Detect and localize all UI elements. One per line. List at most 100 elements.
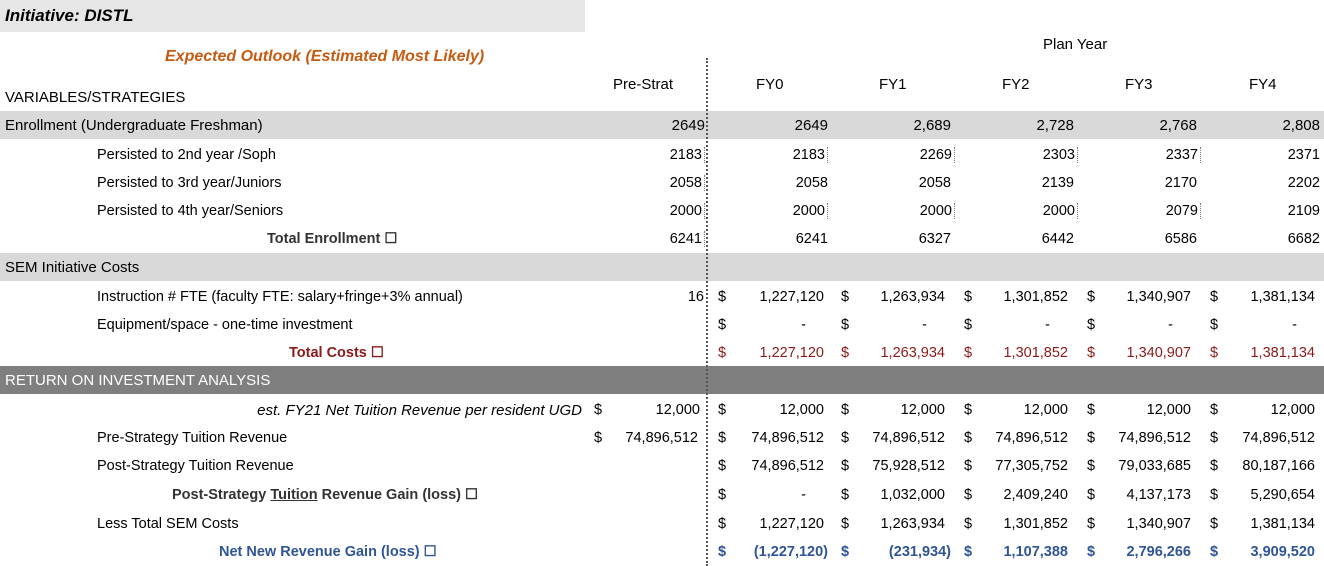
cell: - xyxy=(1045,317,1050,333)
cell: 74,896,512 xyxy=(751,430,824,446)
cell: (1,227,120) xyxy=(753,544,828,560)
currency-symbol: $ xyxy=(1210,458,1219,474)
currency-symbol: $ xyxy=(1210,516,1219,532)
cell: 6682 xyxy=(1287,231,1320,247)
less-costs-row: Less Total SEM Costs $ 1,227,120 $ 1,263… xyxy=(0,510,1324,538)
cell: - xyxy=(801,317,806,333)
currency-symbol: $ xyxy=(841,458,850,474)
cell: 1,340,907 xyxy=(1126,289,1191,305)
currency-symbol: $ xyxy=(1087,345,1096,361)
roi-header-row: RETURN ON INVESTMENT ANALYSIS xyxy=(0,366,1324,394)
tuition-rate-label: est. FY21 Net Tuition Revenue per reside… xyxy=(257,402,582,419)
cell: 2170 xyxy=(1164,175,1197,191)
cell: 1,263,934 xyxy=(880,345,945,361)
cell: 2000 xyxy=(1043,203,1078,219)
cell: 2,728 xyxy=(1036,117,1074,134)
persist3-label: Persisted to 3rd year/Juniors xyxy=(97,175,282,191)
currency-symbol: $ xyxy=(964,345,973,361)
cell: 2337 xyxy=(1166,147,1201,163)
currency-symbol: $ xyxy=(964,487,973,503)
pre-strategy-row: Pre-Strategy Tuition Revenue $ 74,896,51… xyxy=(0,424,1324,452)
currency-symbol: $ xyxy=(1210,402,1219,418)
net-gain-label: Net New Revenue Gain (loss) ☐ xyxy=(219,544,437,560)
cell: 74,896,512 xyxy=(872,430,945,446)
cell: 1,301,852 xyxy=(1003,516,1068,532)
equipment-row: Equipment/space - one-time investment $ … xyxy=(0,311,1324,339)
col-header-prestrat: Pre-Strat xyxy=(613,76,674,93)
currency-symbol: $ xyxy=(1210,430,1219,446)
instruction-row: Instruction # FTE (faculty FTE: salary+f… xyxy=(0,283,1324,311)
cell: 2183 xyxy=(670,147,705,163)
currency-symbol: $ xyxy=(718,289,727,305)
currency-symbol: $ xyxy=(718,402,727,418)
enrollment-row: Enrollment (Undergraduate Freshman) 2649… xyxy=(0,111,1324,139)
currency-symbol: $ xyxy=(1210,317,1219,333)
cell: 2,768 xyxy=(1159,117,1197,134)
col-header-fy3: FY3 xyxy=(1125,76,1153,93)
cell: 6241 xyxy=(670,231,705,247)
currency-symbol: $ xyxy=(1087,487,1096,503)
cell: 1,301,852 xyxy=(1003,289,1068,305)
cell: 16 xyxy=(687,289,704,305)
costs-header-row: SEM Initiative Costs xyxy=(0,253,1324,281)
cell: 2,796,266 xyxy=(1126,544,1191,560)
less-costs-label: Less Total SEM Costs xyxy=(97,516,239,532)
cell: 1,301,852 xyxy=(1003,345,1068,361)
net-gain-row: Net New Revenue Gain (loss) ☐ $ (1,227,1… xyxy=(0,538,1324,566)
currency-symbol: $ xyxy=(718,544,727,560)
persist4-label: Persisted to 4th year/Seniors xyxy=(97,203,284,219)
gain-label: Post-Strategy Tuition Revenue Gain (loss… xyxy=(172,487,479,503)
cell: 5,290,654 xyxy=(1250,487,1315,503)
cell: 12,000 xyxy=(779,402,824,418)
total-enrollment-label: Total Enrollment ☐ xyxy=(267,231,398,247)
currency-symbol: $ xyxy=(1210,289,1219,305)
cell: 75,928,512 xyxy=(872,458,945,474)
cell: 77,305,752 xyxy=(995,458,1068,474)
currency-symbol: $ xyxy=(594,430,603,446)
currency-symbol: $ xyxy=(1087,458,1096,474)
cell: (231,934) xyxy=(888,544,951,560)
total-costs-label: Total Costs ☐ xyxy=(289,345,384,361)
post-strategy-label: Post-Strategy Tuition Revenue xyxy=(97,458,294,474)
currency-symbol: $ xyxy=(964,430,973,446)
cell: 2202 xyxy=(1287,175,1320,191)
gain-row: Post-Strategy Tuition Revenue Gain (loss… xyxy=(0,481,1324,509)
currency-symbol: $ xyxy=(718,516,727,532)
currency-symbol: $ xyxy=(1087,317,1096,333)
currency-symbol: $ xyxy=(964,544,973,560)
cell: 1,340,907 xyxy=(1126,345,1191,361)
cell: 74,896,512 xyxy=(1118,430,1191,446)
cell: 2269 xyxy=(920,147,955,163)
equipment-label: Equipment/space - one-time investment xyxy=(97,317,353,333)
cell: 6442 xyxy=(1041,231,1074,247)
currency-symbol: $ xyxy=(594,402,603,418)
cell: 2,808 xyxy=(1282,117,1320,134)
plan-year-header: Plan Year xyxy=(1043,36,1108,53)
column-separator xyxy=(706,58,708,566)
currency-symbol: $ xyxy=(1087,430,1096,446)
currency-symbol: $ xyxy=(841,317,850,333)
currency-symbol: $ xyxy=(718,487,727,503)
cell: - xyxy=(1292,317,1297,333)
currency-symbol: $ xyxy=(841,487,850,503)
cell: 1,227,120 xyxy=(759,516,824,532)
enrollment-band xyxy=(0,111,1324,139)
cell: 2303 xyxy=(1043,147,1078,163)
cell: 2000 xyxy=(793,203,828,219)
cell: 74,896,512 xyxy=(625,430,698,446)
cell: 74,896,512 xyxy=(751,458,824,474)
cell: 12,000 xyxy=(900,402,945,418)
persist2-row: Persisted to 2nd year /Soph 2183 2183 22… xyxy=(0,141,1324,169)
title-bar xyxy=(0,0,585,32)
persist4-row: Persisted to 4th year/Seniors 2000 2000 … xyxy=(0,197,1324,225)
currency-symbol: $ xyxy=(841,402,850,418)
cell: 79,033,685 xyxy=(1118,458,1191,474)
currency-symbol: $ xyxy=(841,345,850,361)
cell: 12,000 xyxy=(1270,402,1315,418)
tuition-rate-row: est. FY21 Net Tuition Revenue per reside… xyxy=(0,396,1324,424)
cell: 2371 xyxy=(1287,147,1320,163)
cell: 1,340,907 xyxy=(1126,516,1191,532)
currency-symbol: $ xyxy=(1210,544,1219,560)
currency-symbol: $ xyxy=(841,430,850,446)
col-header-fy2: FY2 xyxy=(1002,76,1030,93)
